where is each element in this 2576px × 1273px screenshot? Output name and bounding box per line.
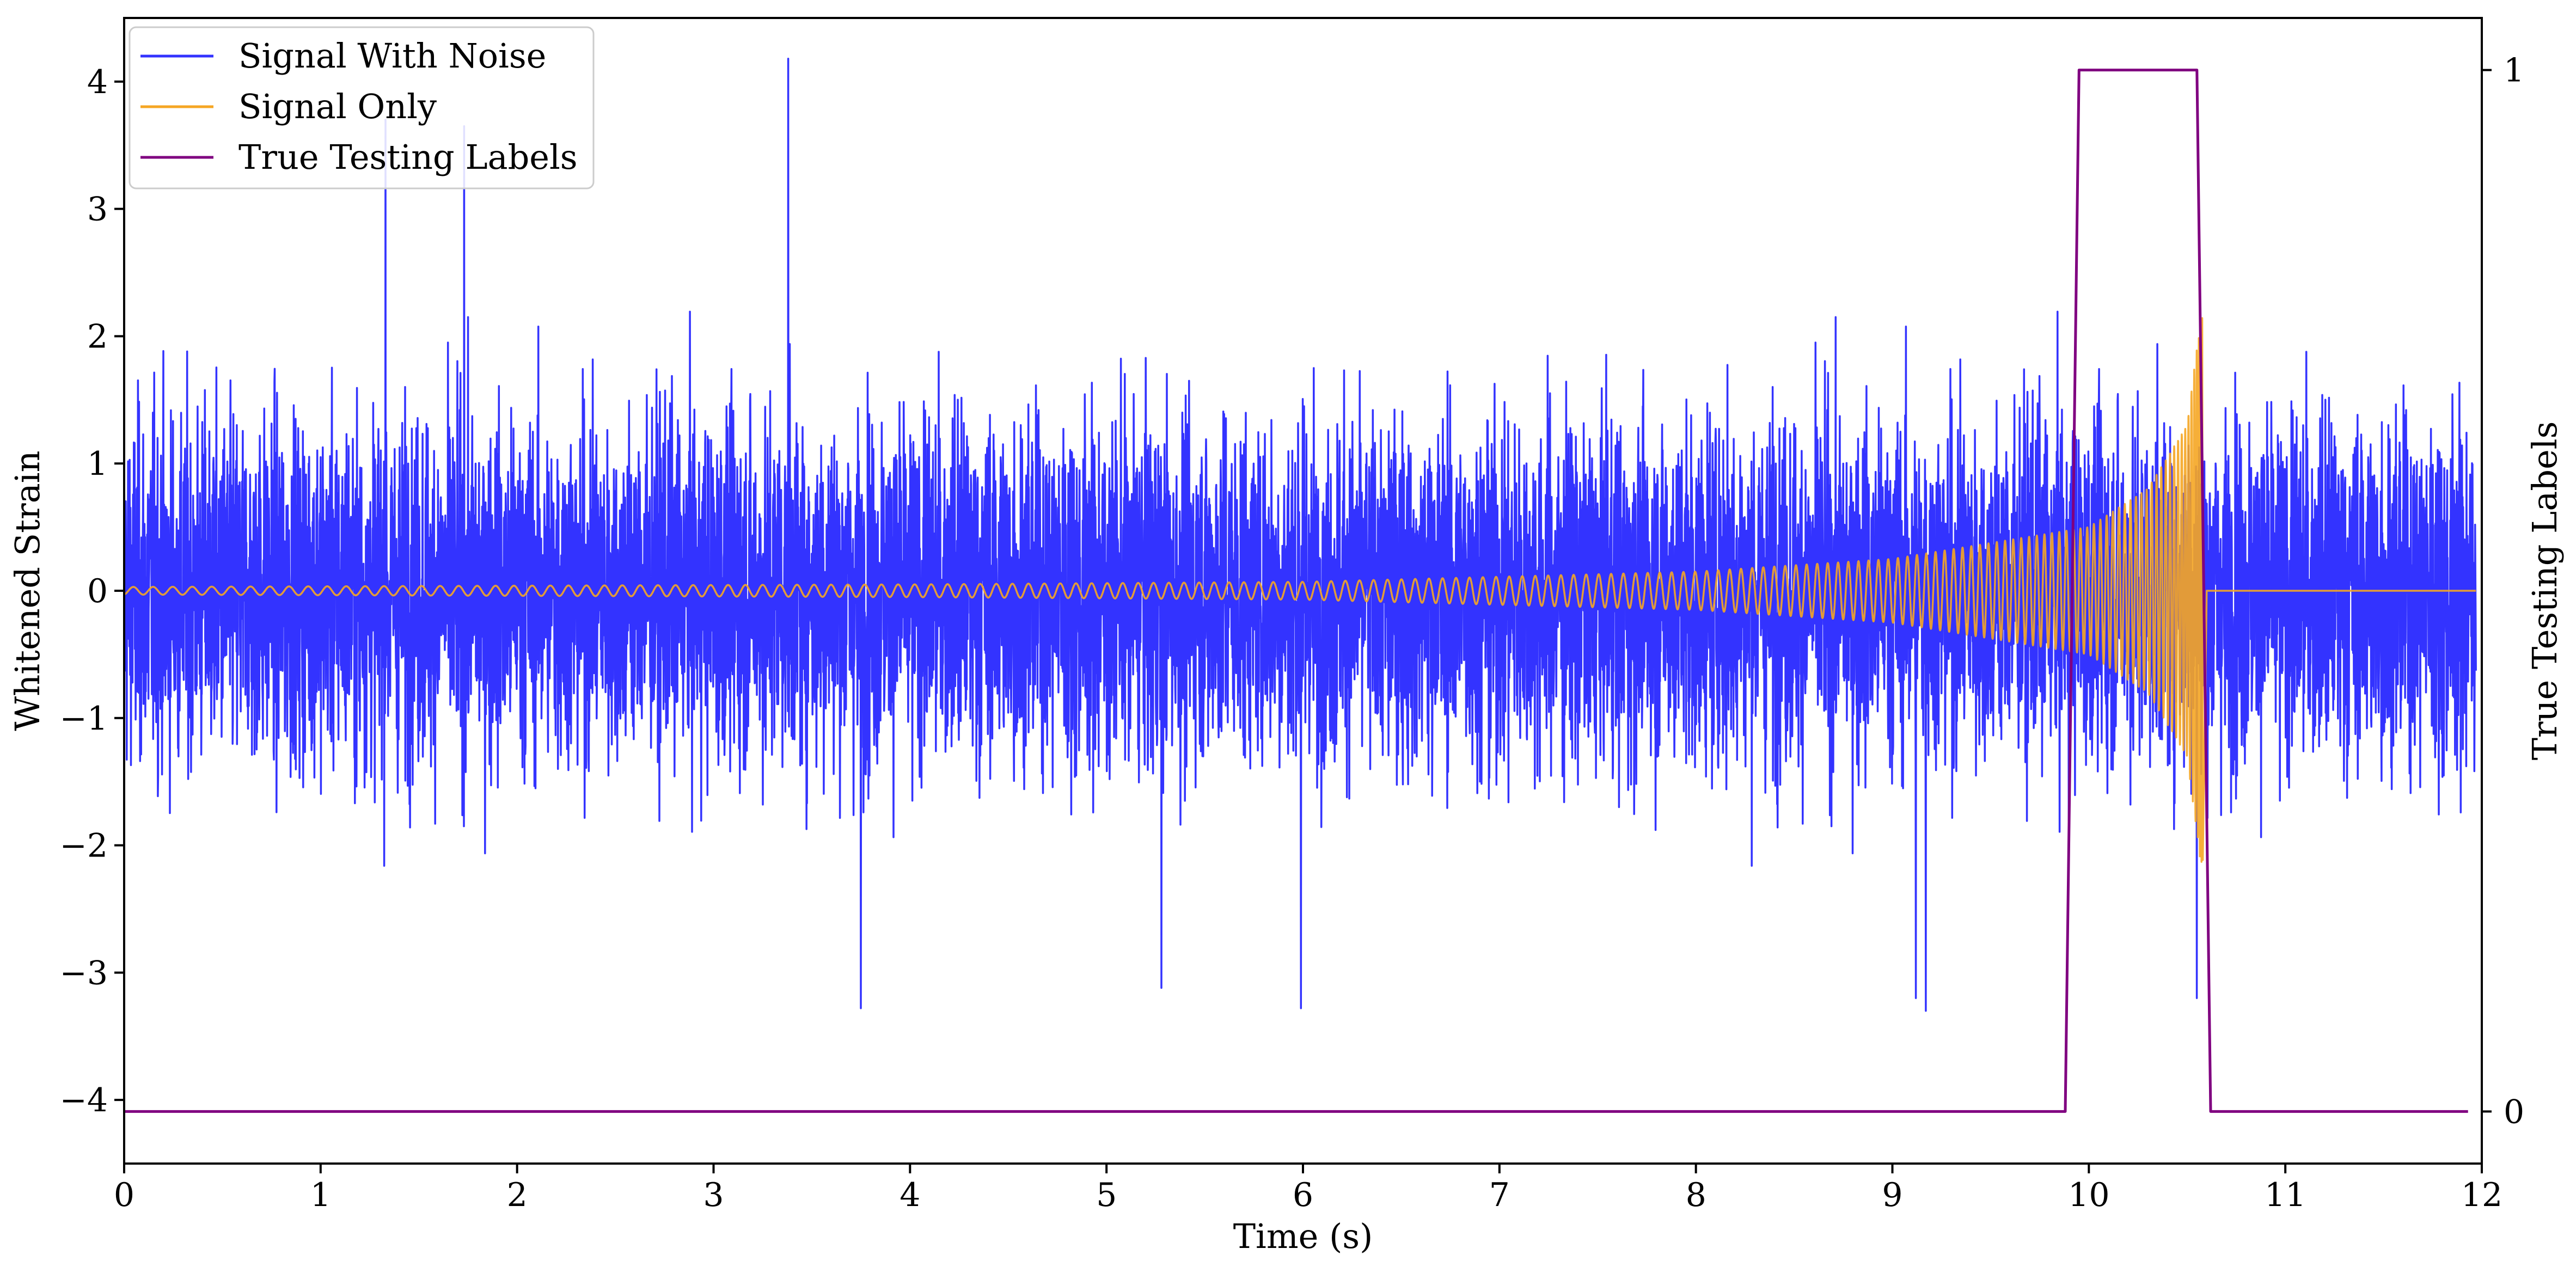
y-tick-label: 1 [87,445,108,483]
x-tick-label: 8 [1686,1176,1706,1214]
y-tick-label: 0 [87,572,108,610]
y-tick-label: −3 [60,954,108,992]
y-tick-label: −2 [60,827,108,865]
x-tick-label: 5 [1096,1176,1117,1214]
legend-label-true-testing-labels: True Testing Labels [238,137,578,177]
legend-label-signal-only: Signal Only [238,87,437,126]
y-axis-right: 01 [2482,52,2524,1131]
series-signal-only [124,317,2476,863]
legend-label-signal-with-noise: Signal With Noise [238,36,546,76]
x-tick-label: 12 [2461,1176,2502,1214]
x-tick-label: 2 [507,1176,528,1214]
y-tick-label: −1 [60,700,108,738]
x-axis: 0 1 2 3 4 5 6 7 8 9 10 11 12 [114,1164,2502,1214]
y-axis-label: Whitened Strain [8,451,47,731]
x-tick-label: 1 [310,1176,331,1214]
x-tick-label: 6 [1293,1176,1313,1214]
y-tick-label: 3 [87,191,108,229]
x-axis-label: Time (s) [1233,1216,1373,1256]
y-tick-label: 2 [87,317,108,356]
legend-item-signal-with-noise: Signal With Noise [140,36,546,76]
legend-item-true-testing-labels: True Testing Labels [140,137,578,177]
y2-tick-label: 1 [2504,52,2524,90]
x-tick-label: 0 [114,1176,134,1214]
y-tick-label: −4 [60,1081,108,1119]
series-true-testing-labels [124,69,2468,1113]
x-tick-label: 11 [2265,1176,2306,1214]
legend: Signal With Noise Signal Only True Testi… [129,26,595,189]
legend-item-signal-only: Signal Only [140,87,437,126]
legend-box [129,26,595,189]
y-axis-left: −4 −3 −2 −1 0 1 2 3 4 [60,63,124,1119]
x-tick-label: 3 [703,1176,724,1214]
x-tick-label: 10 [2068,1176,2109,1214]
x-tick-label: 4 [900,1176,920,1214]
x-tick-label: 9 [1882,1176,1902,1214]
series-layer [124,58,2477,1113]
y2-tick-label: 0 [2504,1093,2524,1131]
series-signal-with-noise [124,58,2477,1012]
x-tick-label: 7 [1489,1176,1510,1214]
y2-axis-label: True Testing Labels [2525,421,2565,761]
y-tick-label: 4 [87,63,108,101]
